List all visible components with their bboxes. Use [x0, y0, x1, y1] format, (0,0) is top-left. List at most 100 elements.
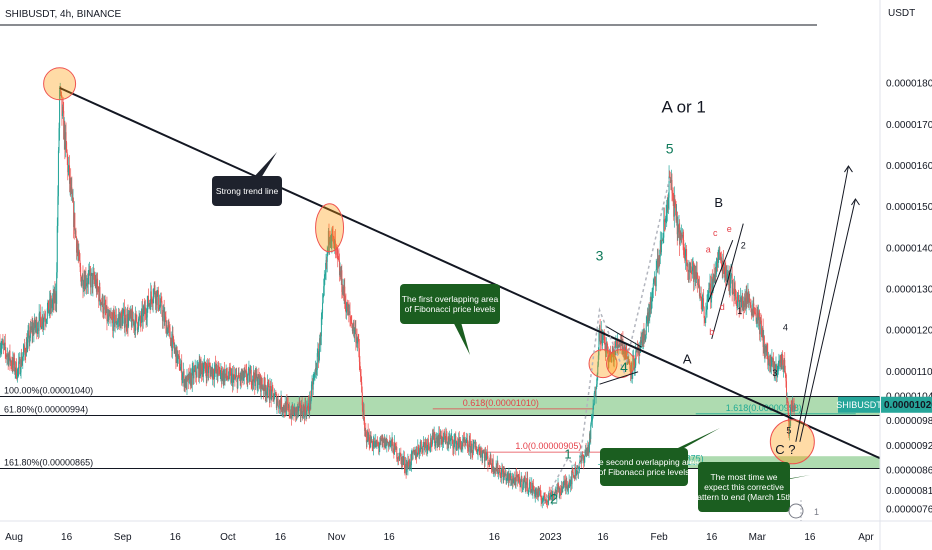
candle-body [66, 142, 68, 153]
candle-body [634, 366, 636, 370]
candle-body [172, 334, 174, 337]
candle-body [736, 305, 738, 309]
candle-body [684, 255, 686, 261]
candle-body [258, 374, 260, 379]
candle-body [313, 377, 315, 382]
candle-body [73, 200, 75, 228]
candle-body [409, 459, 411, 469]
candle-body [501, 469, 503, 473]
candle-body [773, 363, 775, 374]
candle-body [503, 471, 505, 477]
candle-body [492, 459, 494, 470]
candle-body [257, 384, 259, 389]
candle-body [184, 379, 186, 387]
candle-body [111, 317, 113, 319]
candle-body [211, 367, 213, 370]
candle-body [750, 305, 752, 309]
candle-body [555, 490, 557, 497]
candle-body [101, 302, 103, 304]
candle-body [274, 393, 276, 395]
candle-body [666, 210, 668, 217]
candle-body [535, 489, 537, 495]
candle-body [223, 370, 225, 382]
candle-body [103, 303, 105, 314]
candle-body [788, 419, 790, 437]
candle-body [295, 407, 297, 416]
candle-body [40, 318, 42, 330]
candle-body [237, 372, 239, 378]
candle-body [399, 452, 401, 454]
candle-body [531, 483, 533, 494]
candle-body [592, 405, 594, 418]
candle-body [427, 439, 429, 445]
candle-body [503, 471, 505, 481]
candle-body [163, 309, 165, 322]
candle-body [635, 351, 637, 366]
candle-body [135, 313, 137, 331]
candle-body [231, 373, 233, 375]
candle-body [334, 240, 336, 250]
candle-body [253, 371, 255, 382]
candle-body [793, 405, 795, 411]
candle-body [210, 369, 212, 377]
candle-body [52, 294, 54, 300]
candle-body [680, 234, 682, 236]
candle-body [661, 240, 663, 242]
candle-body [464, 437, 466, 443]
candle-body [7, 354, 9, 365]
candle-body [136, 314, 138, 323]
candle-body [534, 489, 536, 497]
candle-body [460, 444, 462, 451]
candle-body [687, 271, 689, 273]
candle-body [688, 269, 690, 273]
candle-body [170, 338, 172, 346]
candle-body [659, 255, 661, 257]
time-tick-5: 16 [275, 532, 287, 543]
candle-body [465, 439, 467, 443]
candle-body [665, 216, 667, 219]
candle-body [650, 297, 652, 310]
candle-body [315, 367, 317, 373]
candle-body [452, 447, 454, 450]
candle-body [391, 438, 393, 447]
candle-body [219, 373, 221, 376]
last-price-text: 0.00001020 [884, 400, 932, 411]
candle-body [236, 375, 238, 377]
candle-body [395, 443, 397, 450]
time-tick-16: Apr [858, 532, 874, 543]
candle-body [480, 450, 482, 452]
candle-body [220, 368, 222, 374]
candle-body [323, 286, 325, 296]
candle-body [266, 390, 268, 396]
candle-body [791, 400, 793, 410]
candle-body [406, 464, 408, 473]
candle-body [437, 439, 439, 445]
candle-body [370, 435, 372, 443]
candle-body [303, 409, 305, 418]
candle-body [84, 275, 86, 290]
candle-body [502, 471, 504, 481]
candle-body [530, 482, 532, 493]
candle-body [714, 281, 716, 283]
candle-body [369, 435, 371, 448]
candle-body [591, 419, 593, 421]
candle-body [469, 440, 471, 454]
candle-body [95, 280, 97, 286]
candle-body [367, 430, 369, 442]
candle-body [140, 312, 142, 323]
candle-body [157, 290, 159, 309]
candle-body [193, 370, 195, 379]
candle-body [759, 316, 761, 335]
candle-body [14, 371, 16, 372]
candle-body [426, 443, 428, 451]
candle-body [438, 433, 440, 446]
headline-label: A or 1 [661, 98, 705, 117]
candle-body [8, 350, 10, 358]
candle-body [62, 107, 64, 116]
candle-body [609, 350, 611, 354]
candle-body [590, 420, 592, 425]
candle-body [572, 472, 574, 476]
candle-body [369, 444, 371, 448]
candle-body [137, 329, 139, 331]
